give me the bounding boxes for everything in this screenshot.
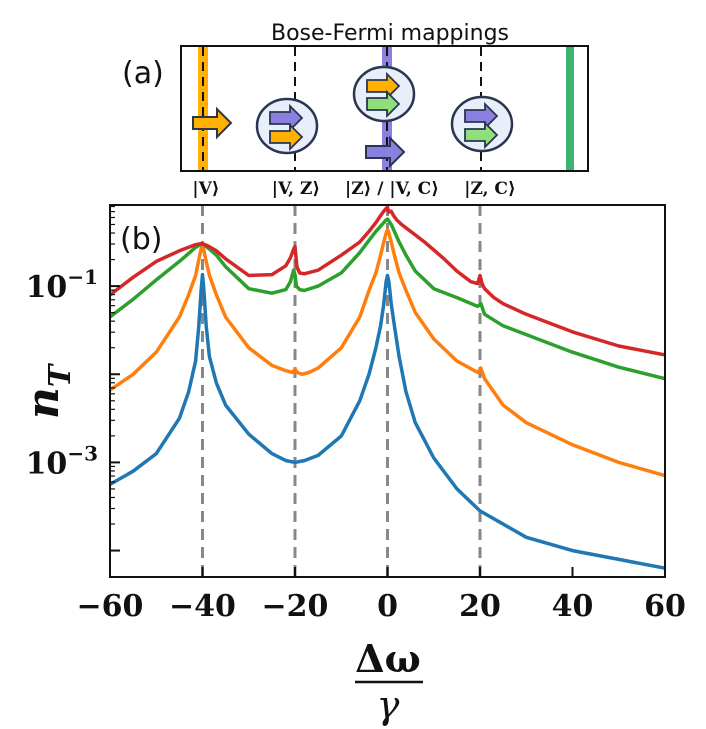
svg-text:nT: nT — [18, 362, 78, 419]
arrow-yellow-icon — [366, 71, 401, 101]
state-label-z-vc: |Z⟩ / |V, C⟩ — [345, 179, 439, 199]
y-tick-label: 10−3 — [26, 441, 98, 481]
x-axis-ticks: −60 −40 −20 0 20 40 60 — [77, 567, 686, 624]
y-axis-label-base: n — [18, 387, 69, 419]
x-tick-label: 0 — [377, 589, 398, 624]
y-tick-exponent: −1 — [67, 265, 98, 289]
state-label-vz: |V, Z⟩ — [272, 179, 320, 199]
arrow-yellow-icon-v — [192, 106, 233, 140]
x-tick-label: −20 — [262, 589, 329, 624]
arrow-purple-icon — [269, 103, 304, 133]
arrow-purple-icon-z — [365, 135, 406, 169]
state-label-zc: |Z, C⟩ — [464, 179, 515, 199]
circle-vz-icon — [255, 97, 319, 155]
y-tick-exponent: −3 — [67, 441, 98, 465]
y-axis-ticks: 10−110−3 — [26, 205, 120, 552]
y-tick-base: 10 — [26, 270, 68, 305]
arrow-yellow-icon — [269, 122, 304, 152]
arrow-purple-icon — [464, 101, 499, 131]
series-line-blue — [110, 272, 665, 570]
y-tick-label: 10−1 — [26, 265, 98, 305]
series-line-orange — [110, 227, 665, 478]
arrow-green-icon — [366, 89, 401, 119]
panel-b: −60 −40 −20 0 20 40 60 10−110−3 (b) nT Δω γ — [18, 204, 686, 727]
x-axis-label-numerator: Δω — [355, 636, 421, 681]
x-axis-label-denominator: γ — [377, 683, 400, 727]
y-axis-label-sub: T — [43, 362, 78, 387]
series-layer — [110, 205, 665, 570]
x-tick-label: 60 — [644, 589, 686, 624]
state-label-v: |V⟩ — [192, 179, 219, 199]
panel-a-label: (a) — [122, 56, 164, 91]
panel-b-label: (b) — [120, 222, 162, 257]
series-line-red — [110, 205, 665, 357]
x-tick-label: 20 — [459, 589, 501, 624]
vertical-guide-lines — [201, 205, 482, 577]
x-axis-label: Δω γ — [355, 636, 423, 727]
x-tick-label: −60 — [77, 589, 144, 624]
arrow-green-icon — [464, 120, 499, 150]
c-state-band — [566, 47, 574, 170]
y-axis-label: nT — [18, 362, 78, 419]
x-tick-label: −40 — [169, 589, 236, 624]
x-tick-label: 40 — [552, 589, 594, 624]
y-tick-base: 10 — [26, 446, 68, 481]
circle-vc-icon — [352, 65, 416, 123]
circle-zc-icon — [450, 95, 514, 153]
panel-a: Bose-Fermi mappings (a) — [122, 21, 589, 199]
panel-a-title: Bose-Fermi mappings — [271, 21, 509, 46]
